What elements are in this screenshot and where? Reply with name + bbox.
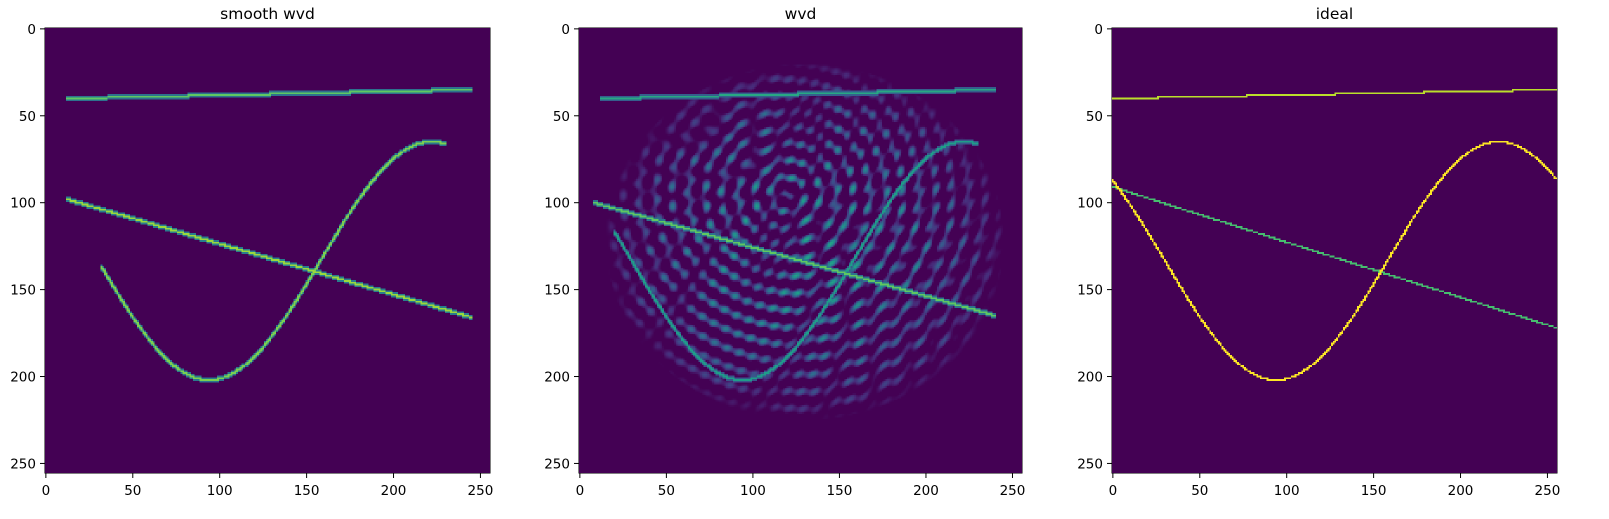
x-tick-label: 150 [294, 483, 320, 499]
y-tick-label: 200 [10, 370, 36, 386]
x-tick-label: 0 [576, 483, 585, 499]
x-tick-label: 50 [1191, 483, 1208, 499]
x-tick-label: 200 [913, 483, 939, 499]
y-tick-label: 250 [1077, 456, 1103, 472]
x-tick-label: 100 [740, 483, 766, 499]
subplot-title: ideal [1316, 5, 1354, 23]
y-tick-label: 100 [1077, 196, 1103, 212]
y-tick-label: 50 [1086, 109, 1103, 125]
x-tick-label: 150 [827, 483, 853, 499]
y-tick-label: 50 [19, 109, 36, 125]
subplot-title: smooth wvd [220, 5, 315, 23]
y-tick-label: 250 [10, 456, 36, 472]
y-tick-label: 150 [1077, 283, 1103, 299]
x-tick-label: 250 [1000, 483, 1026, 499]
y-tick-label: 150 [10, 283, 36, 299]
x-tick-label: 100 [207, 483, 233, 499]
subplot-smooth-wvd: smooth wvd 0 50 100 150 200 250 0 50 100 150 200 250 [10, 5, 493, 499]
heatmap-image [45, 28, 490, 473]
heatmap-image [1112, 28, 1557, 473]
x-tick-label: 250 [1535, 483, 1561, 499]
y-tick-label: 200 [544, 370, 570, 386]
y-tick-label: 150 [544, 283, 570, 299]
y-tick-label: 0 [27, 22, 36, 38]
y-tick-label: 0 [561, 22, 570, 38]
y-tick-label: 0 [1094, 22, 1103, 38]
x-tick-label: 50 [658, 483, 675, 499]
y-tick-label: 250 [544, 456, 570, 472]
x-tick-label: 250 [468, 483, 494, 499]
y-tick-label: 200 [1077, 370, 1103, 386]
x-tick-label: 150 [1361, 483, 1387, 499]
x-tick-label: 0 [42, 483, 51, 499]
y-tick-label: 100 [10, 196, 36, 212]
x-tick-label: 100 [1274, 483, 1300, 499]
y-tick-label: 50 [553, 109, 570, 125]
x-tick-label: 200 [1448, 483, 1474, 499]
x-tick-label: 200 [381, 483, 407, 499]
subplot-title: wvd [785, 5, 817, 23]
heatmap-image [579, 28, 1022, 473]
y-tick-label: 100 [544, 196, 570, 212]
x-tick-label: 50 [124, 483, 141, 499]
x-tick-label: 0 [1109, 483, 1118, 499]
